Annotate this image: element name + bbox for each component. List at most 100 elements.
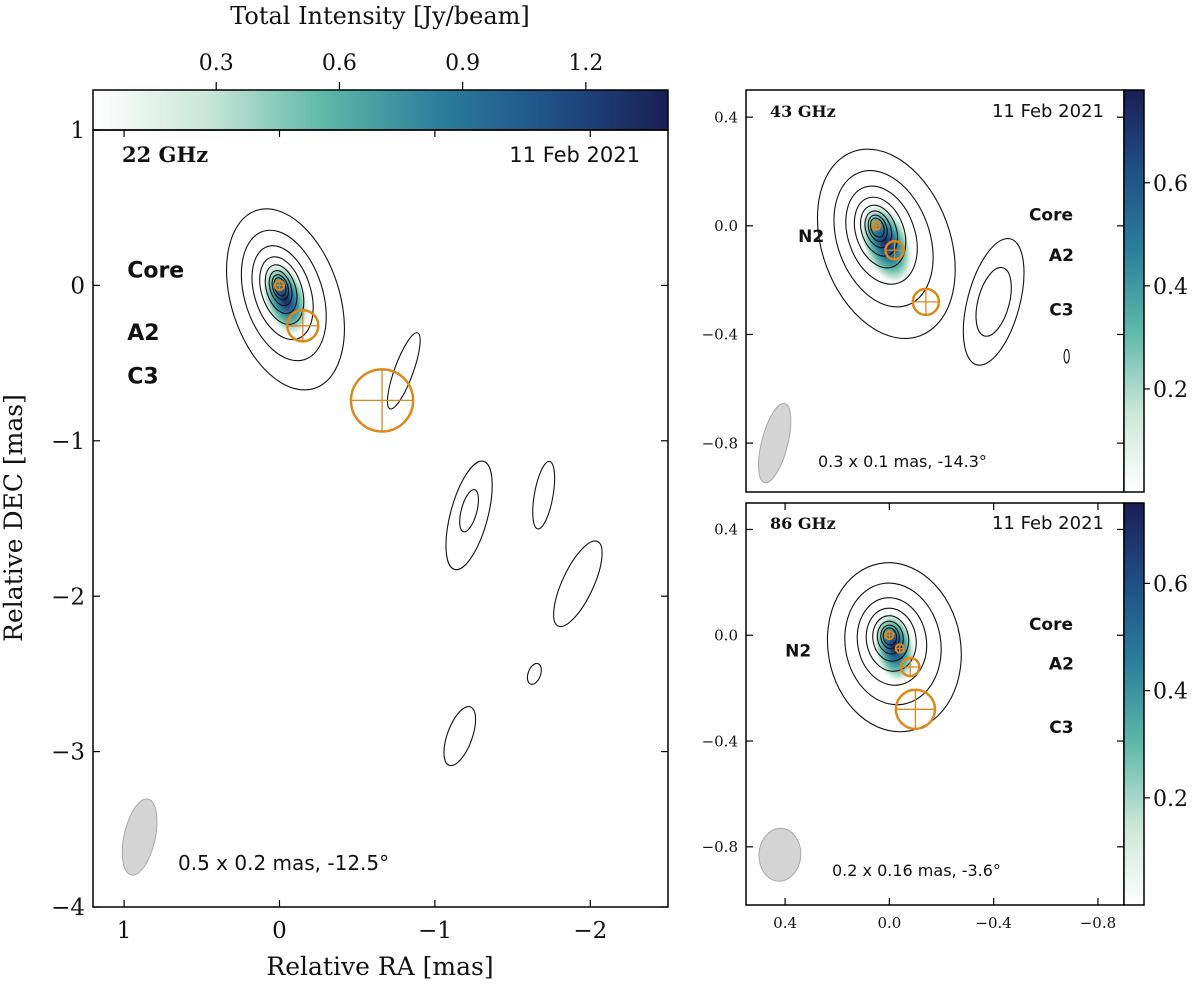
contour-p86	[856, 597, 928, 686]
component-label-n2: N2	[785, 641, 811, 661]
colorbar-tick-label: 0.2	[1153, 787, 1188, 812]
y-tick-label: 0.4	[714, 521, 738, 539]
contour-p86	[882, 627, 898, 646]
contour-feature-p22	[386, 332, 421, 410]
component-label-c3: C3	[1049, 718, 1073, 738]
x-axis-label: Relative RA [mas]	[266, 952, 493, 981]
contour-p86	[865, 607, 917, 672]
beam-label-86ghz: 0.2 x 0.16 mas, -3.6°	[832, 861, 1001, 880]
contour-feature-p43	[1063, 348, 1070, 364]
y-tick-label: −2	[51, 584, 85, 610]
colorbar-tick-label: 0.6	[322, 51, 357, 76]
y-tick-label: 0	[70, 273, 85, 299]
contour-p22	[225, 208, 345, 391]
component-a2-p86	[894, 643, 905, 654]
component-label-c3: C3	[127, 364, 158, 389]
plot-area-22ghz	[121, 208, 603, 876]
component-label-n2: N2	[798, 227, 824, 247]
contour-p22	[271, 274, 290, 301]
colorbar-label: Total Intensity [Jy/beam]	[230, 2, 530, 30]
contour-p22	[268, 270, 293, 307]
component-label-a2: A2	[1049, 655, 1074, 675]
y-tick-label: −1	[51, 429, 85, 455]
ticks-43ghz: 0.4 0.0 −0.4 −0.8 0.2 0.4 0.6	[702, 108, 1188, 452]
component-label-a2: A2	[1049, 246, 1074, 266]
contour-p22	[251, 245, 314, 341]
component-a2-p22	[286, 309, 320, 343]
contour-p22	[259, 256, 305, 325]
contour-p86	[844, 582, 942, 706]
colorbar-tick-label: 0.3	[199, 51, 234, 76]
component-core-p22	[273, 279, 286, 292]
component-core-p43	[871, 220, 882, 231]
x-tick-label: −1	[418, 918, 452, 944]
colorbar-tick-label: 0.4	[1153, 680, 1188, 705]
x-tick-label: 0.4	[773, 914, 797, 932]
component-label-core: Core	[1029, 205, 1073, 225]
contour-feature-p22	[553, 540, 603, 628]
x-tick-label: 1	[117, 918, 132, 944]
beam-label-43ghz: 0.3 x 0.1 mas, -14.3°	[818, 452, 987, 471]
colorbar-43ghz	[1123, 89, 1145, 493]
contour-p43	[816, 148, 956, 340]
date-label-86ghz: 11 Feb 2021	[992, 513, 1104, 534]
contour-p43	[833, 170, 934, 308]
contour-p86	[880, 624, 900, 650]
date-label-22ghz: 11 Feb 2021	[509, 143, 640, 167]
contour-p43	[867, 214, 888, 243]
contour-p22	[264, 264, 298, 315]
contour-p22	[240, 229, 327, 362]
plot-area-86ghz	[758, 562, 962, 882]
x-tick-label: −2	[573, 918, 607, 944]
panel-43ghz: 0.4 0.0 −0.4 −0.8 0.2 0.4 0.6 43 GHz 11 Feb 20…	[702, 89, 1188, 493]
component-a2-p43	[884, 239, 905, 261]
freq-label-22ghz: 22 GHz	[122, 142, 208, 167]
contour-feature-p43	[975, 266, 1012, 337]
colorbar-gradient	[92, 89, 669, 131]
component-label-c3: C3	[1049, 300, 1073, 320]
intensity-p43	[858, 201, 915, 287]
beam-ellipse-p43	[758, 402, 792, 484]
y-tick-label: 0.0	[714, 217, 738, 235]
colorbar-tick-label: 0.6	[1153, 572, 1188, 597]
component-core-p86	[884, 630, 895, 641]
component-label-core: Core	[1029, 615, 1073, 635]
contour-feature-p22	[532, 460, 556, 530]
panel-86ghz: 0.4 0.0 −0.4 −0.8 0.4 0.0 −0.4 −0.8 0.2 0.4 0.6 86…	[702, 502, 1188, 932]
component-c3-outer-p86	[894, 688, 937, 731]
contour-p86	[872, 615, 910, 662]
y-tick-label: −3	[51, 740, 85, 766]
ticks-22ghz: 1 0 −1 −2 −3 −4 1 0 −1 −2	[51, 118, 668, 944]
freq-label-86ghz: 86 GHz	[770, 514, 836, 533]
colorbar-tick-label: 1.2	[568, 51, 603, 76]
freq-label-43ghz: 43 GHz	[770, 102, 836, 121]
contour-p86	[876, 620, 904, 655]
colorbar-tick-label: 0.4	[1153, 275, 1188, 300]
y-tick-label: −4	[51, 895, 85, 921]
y-tick-label: −0.8	[702, 434, 738, 452]
contour-feature-p22	[526, 662, 542, 685]
date-label-43ghz: 11 Feb 2021	[992, 101, 1104, 122]
colorbar-86ghz	[1123, 502, 1145, 906]
beam-ellipse-p22	[121, 798, 158, 876]
component-c3-p86	[899, 656, 921, 678]
colorbar-tick-label: 0.2	[1153, 378, 1188, 403]
colorbar-tick-label: 0.9	[445, 51, 480, 76]
colorbar-ticks: 0.3 0.6 0.9 1.2	[199, 51, 603, 90]
y-axis-label: Relative DEC [mas]	[0, 394, 28, 642]
contour-p43	[853, 196, 907, 269]
x-tick-label: −0.8	[1080, 914, 1116, 932]
x-tick-label: 0.0	[877, 914, 901, 932]
y-tick-label: −0.8	[702, 838, 738, 856]
panel-22ghz: 1 0 −1 −2 −3 −4 1 0 −1 −2 22 GHz 11 Feb 2021 0.5 …	[0, 118, 669, 981]
component-label-core: Core	[127, 259, 184, 284]
y-tick-label: 0.0	[714, 626, 738, 644]
colorbar-tick-label: 0.6	[1153, 172, 1188, 197]
contour-feature-p22	[443, 705, 477, 767]
contour-feature-p22	[445, 460, 493, 571]
plot-area-43ghz	[758, 148, 1070, 484]
y-tick-label: 1	[70, 118, 85, 144]
contour-feature-p22	[459, 489, 480, 533]
x-tick-label: 0	[272, 918, 287, 944]
y-tick-label: −0.4	[702, 326, 738, 344]
